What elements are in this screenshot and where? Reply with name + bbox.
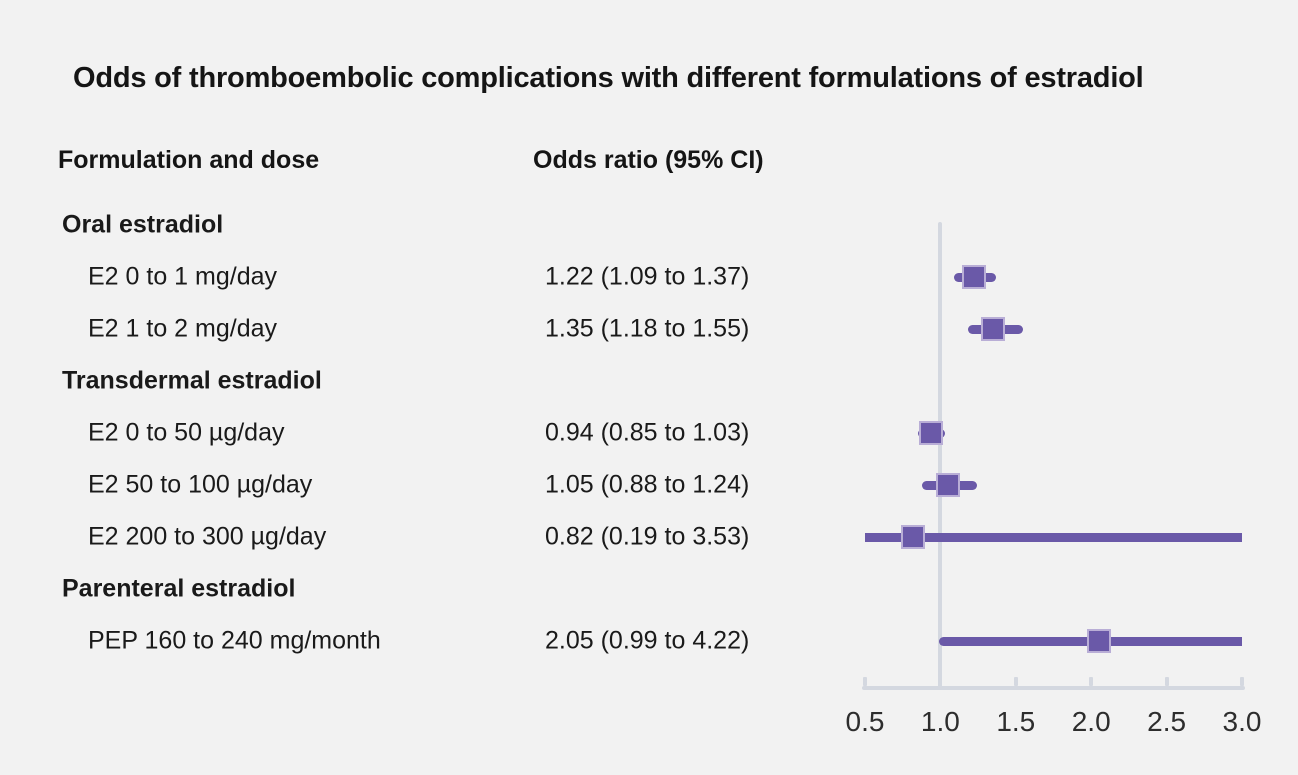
axis-tick-label: 3.0 [1222, 706, 1262, 737]
axis-tick [1089, 677, 1094, 686]
odds-ratio-value: 1.22 (1.09 to 1.37) [545, 262, 750, 291]
axis-tick [1240, 677, 1244, 686]
group-row: Oral estradiol [0, 199, 1298, 251]
x-axis-baseline [862, 686, 1245, 690]
group-label: Parenteral estradiol [62, 574, 296, 603]
axis-tick [938, 677, 943, 686]
dose-label: E2 1 to 2 mg/day [88, 314, 278, 343]
dose-label: E2 200 to 300 µg/day [88, 522, 327, 551]
study-row: E2 0 to 50 µg/day 0.94 (0.85 to 1.03) [0, 407, 1298, 459]
study-row: E2 1 to 2 mg/day 1.35 (1.18 to 1.55) [0, 303, 1298, 355]
chart-title: Odds of thromboembolic complications wit… [73, 62, 1144, 94]
study-row: E2 0 to 1 mg/day 1.22 (1.09 to 1.37) [0, 251, 1298, 303]
dose-label: E2 50 to 100 µg/day [88, 470, 313, 499]
odds-ratio-value: 0.82 (0.19 to 3.53) [545, 522, 750, 551]
group-row: Transdermal estradiol [0, 355, 1298, 407]
odds-ratio-value: 1.35 (1.18 to 1.55) [545, 314, 750, 343]
point-estimate-square [981, 317, 1006, 341]
axis-tick-label: 1.5 [996, 706, 1036, 737]
point-estimate-square [961, 265, 986, 289]
group-row: Parenteral estradiol [0, 563, 1298, 615]
axis-tick [863, 677, 867, 686]
study-row: E2 50 to 100 µg/day 1.05 (0.88 to 1.24) [0, 459, 1298, 511]
study-row: PEP 160 to 240 mg/month 2.05 (0.99 to 4.2… [0, 615, 1298, 667]
dose-label: E2 0 to 1 mg/day [88, 262, 278, 291]
axis-tick [1164, 677, 1169, 686]
point-estimate-square [919, 421, 944, 445]
column-header-formulation: Formulation and dose [58, 146, 320, 174]
group-label: Oral estradiol [62, 210, 224, 239]
axis-tick-label: 2.0 [1071, 706, 1111, 737]
study-row: E2 200 to 300 µg/day 0.82 (0.19 to 3.53) [0, 511, 1298, 563]
point-estimate-square [1086, 629, 1111, 653]
odds-ratio-value: 0.94 (0.85 to 1.03) [545, 418, 750, 447]
axis-tick [1013, 677, 1018, 686]
reference-line-or-1 [938, 222, 943, 690]
confidence-interval-line [865, 532, 1242, 542]
dose-label: E2 0 to 50 µg/day [88, 418, 285, 447]
point-estimate-square [901, 525, 926, 549]
axis-tick-label: 2.5 [1147, 706, 1187, 737]
column-header-odds-ratio: Odds ratio (95% CI) [533, 146, 764, 174]
axis-tick-label: 0.5 [845, 706, 885, 737]
dose-label: PEP 160 to 240 mg/month [88, 626, 381, 655]
odds-ratio-value: 1.05 (0.88 to 1.24) [545, 470, 750, 499]
odds-ratio-value: 2.05 (0.99 to 4.22) [545, 626, 750, 655]
point-estimate-square [935, 473, 960, 497]
group-label: Transdermal estradiol [62, 366, 322, 395]
axis-tick-label: 1.0 [920, 706, 960, 737]
